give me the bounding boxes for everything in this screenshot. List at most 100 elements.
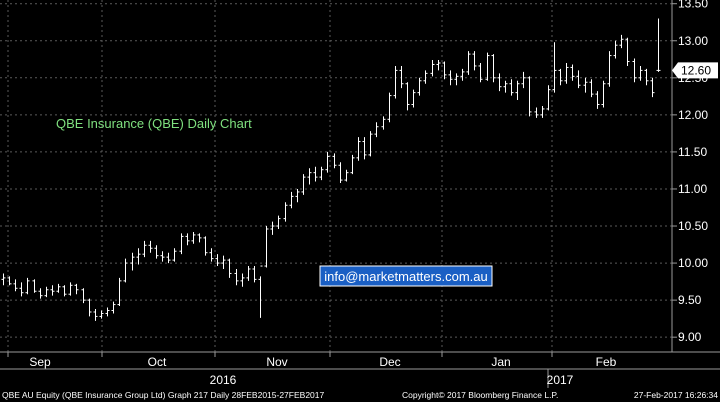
axes (0, 0, 720, 370)
ohlc-bar (209, 248, 214, 262)
ohlc-bar (160, 251, 165, 262)
ohlc-bar (13, 279, 18, 292)
ohlc-bar (497, 73, 502, 92)
ohlc-bar (264, 226, 269, 268)
ohlc-bar (93, 309, 98, 321)
ohlc-bar (32, 279, 37, 293)
ohlc-bar (166, 252, 171, 264)
ohlc-bar (558, 68, 563, 86)
ohlc-bar (638, 65, 643, 81)
x-axis-months: Sep Oct Nov Dec Jan Feb (7, 352, 617, 369)
x-tick-label: Nov (266, 355, 287, 369)
ohlc-bar (148, 240, 153, 253)
ohlc-bar (356, 137, 361, 161)
ohlc-bar (1, 273, 6, 286)
ohlc-bar (515, 80, 520, 101)
ohlc-bar (583, 77, 588, 93)
ohlc-bar (491, 54, 496, 83)
y-axis-ticks: 13.5013.0012.5012.0011.5011.0010.5010.00… (672, 0, 708, 344)
ohlc-bar (644, 68, 649, 86)
ohlc-bar (448, 70, 453, 86)
ohlc-bar (521, 71, 526, 89)
ohlc-bar (142, 240, 147, 258)
ohlc-bar (50, 285, 55, 296)
y-tick-label: 11.50 (678, 145, 707, 159)
ohlc-bar (197, 233, 202, 243)
year-label: 2016 (210, 373, 237, 387)
ohlc-bar (283, 202, 288, 222)
ohlc-bar (19, 282, 24, 297)
ohlc-bar (601, 80, 606, 108)
y-tick-label: 10.00 (678, 256, 708, 270)
ohlc-bar (344, 169, 349, 182)
ohlc-bar (442, 61, 447, 80)
ohlc-bar (215, 254, 220, 267)
ohlc-bar (552, 42, 557, 93)
x-tick-label: Feb (596, 355, 617, 369)
watermark-email[interactable]: info@marketmatters.com.au (324, 269, 487, 284)
ohlc-bar (632, 58, 637, 83)
ohlc-bar (595, 91, 600, 109)
ohlc-bar (503, 80, 508, 93)
footer-left: QBE AU Equity (QBE Insurance Group Ltd) … (2, 390, 325, 400)
ohlc-bar (258, 265, 263, 318)
last-price-marker (672, 62, 718, 79)
ohlc-bar (44, 286, 49, 298)
ohlc-bar (62, 285, 67, 297)
ohlc-bar (289, 191, 294, 209)
footer-right: 27-Feb-2017 16:26:34 (634, 390, 718, 400)
ohlc-bar (619, 34, 624, 49)
y-tick-label: 9.50 (678, 293, 702, 307)
ohlc-bar (405, 82, 410, 111)
ohlc-bar (332, 153, 337, 169)
ohlc-bar (319, 166, 324, 181)
ohlc-bar (607, 51, 612, 87)
ohlc-bar (221, 255, 226, 270)
x-axis-years: 2016 2017 (210, 369, 574, 388)
ohlc-bar (179, 233, 184, 255)
ohlc-bar (478, 62, 483, 83)
ohlc-bar (589, 79, 594, 98)
ohlc-bar (350, 154, 355, 175)
ohlc-bar (381, 116, 386, 130)
ohlc-bar (417, 77, 422, 96)
ohlc-bar (374, 122, 379, 138)
last-price-label: 12.60 (681, 63, 711, 77)
ohlc-bar (338, 162, 343, 184)
ohlc-bar (466, 51, 471, 75)
x-tick-label: Sep (29, 355, 51, 369)
ohlc-bar (295, 188, 300, 203)
y-tick-label: 12.00 (678, 108, 708, 122)
y-tick-label: 13.00 (678, 34, 708, 48)
watermark-box (319, 265, 493, 287)
ohlc-bar (650, 77, 655, 98)
ohlc-bar (276, 215, 281, 229)
ohlc-bar (656, 18, 661, 72)
ohlc-bar (485, 52, 490, 81)
ohlc-bar (191, 231, 196, 244)
ohlc-bar (111, 301, 116, 314)
x-tick-label: Jan (491, 355, 510, 369)
ohlc-bar (411, 89, 416, 108)
ohlc-bar (227, 258, 232, 278)
ohlc-bar (307, 168, 312, 185)
ohlc-bar (87, 298, 92, 317)
year-label: 2017 (547, 373, 574, 387)
footer-center: Copyright© 2017 Bloomberg Finance L.P. (402, 390, 558, 400)
ohlc-bar (252, 266, 257, 283)
ohlc-bar (460, 68, 465, 81)
ohlc-bar (472, 51, 477, 71)
ohlc-bar (430, 60, 435, 77)
ohlc-bar (154, 245, 159, 259)
ohlc-bar (234, 269, 239, 286)
ohlc-bar (25, 277, 30, 295)
ohlc-bar (436, 60, 441, 71)
ohlc-bar (570, 64, 575, 81)
ohlc-bar (172, 248, 177, 262)
ohlc-bar (7, 276, 12, 286)
ohlc-bar (362, 137, 367, 160)
ohlc-bar (136, 248, 141, 265)
ohlc-bar (105, 307, 110, 317)
